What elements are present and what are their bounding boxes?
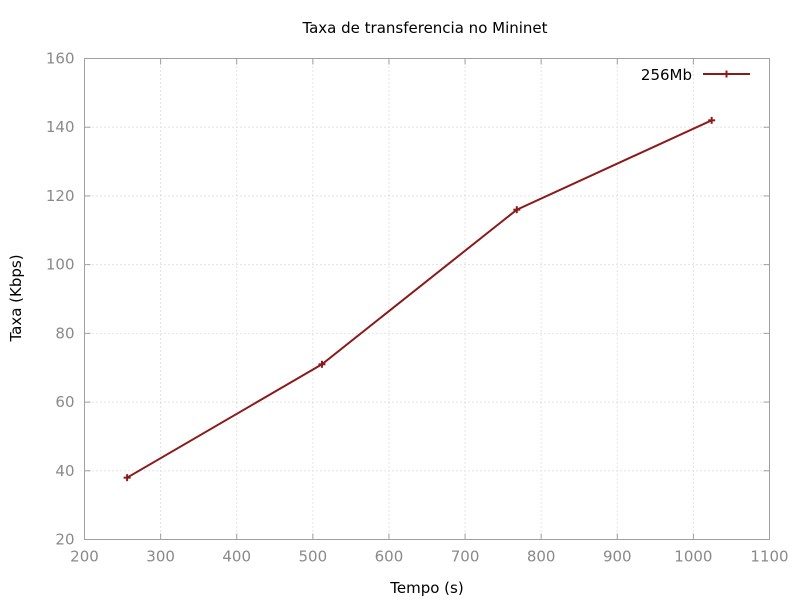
legend: 256Mb xyxy=(641,66,750,84)
x-tick-label: 700 xyxy=(451,548,480,566)
x-tick-label: 200 xyxy=(70,548,99,566)
chart-title: Taxa de transferencia no Mininet xyxy=(301,19,547,37)
legend-label: 256Mb xyxy=(641,66,692,84)
data-point xyxy=(123,474,131,482)
axes xyxy=(84,58,770,540)
y-tick-label: 60 xyxy=(55,393,74,411)
y-tick-label: 140 xyxy=(46,118,75,136)
plot-frame xyxy=(84,58,770,540)
grid-lines xyxy=(84,58,770,540)
data-point xyxy=(708,116,716,124)
y-tick-label: 160 xyxy=(46,50,75,68)
y-tick-label: 80 xyxy=(55,324,74,342)
legend-marker-plus xyxy=(723,70,730,78)
x-tick-label: 800 xyxy=(527,548,556,566)
series-layer xyxy=(123,116,716,482)
x-tick-label: 600 xyxy=(375,548,404,566)
y-axis-label: Taxa (Kbps) xyxy=(7,254,25,342)
legend-marker xyxy=(723,70,730,78)
series-line xyxy=(126,119,713,479)
x-axis-label: Tempo (s) xyxy=(389,579,463,597)
x-axis-ticks: 200 300 400 500 600 700 800 900 1000 1100 xyxy=(70,58,789,566)
x-tick-label: 900 xyxy=(603,548,632,566)
data-point xyxy=(513,206,521,214)
y-axis-ticks: 20 40 60 80 100 120 140 160 xyxy=(46,50,770,549)
x-tick-label: 1000 xyxy=(674,548,712,566)
y-tick-label: 40 xyxy=(55,462,74,480)
x-tick-label: 500 xyxy=(299,548,328,566)
x-tick-label: 1100 xyxy=(750,548,788,566)
x-tick-label: 300 xyxy=(146,548,175,566)
y-tick-label: 100 xyxy=(46,256,75,274)
y-tick-label: 120 xyxy=(46,187,75,205)
y-tick-label: 20 xyxy=(55,531,74,549)
data-point xyxy=(318,360,326,368)
x-tick-label: 400 xyxy=(222,548,251,566)
